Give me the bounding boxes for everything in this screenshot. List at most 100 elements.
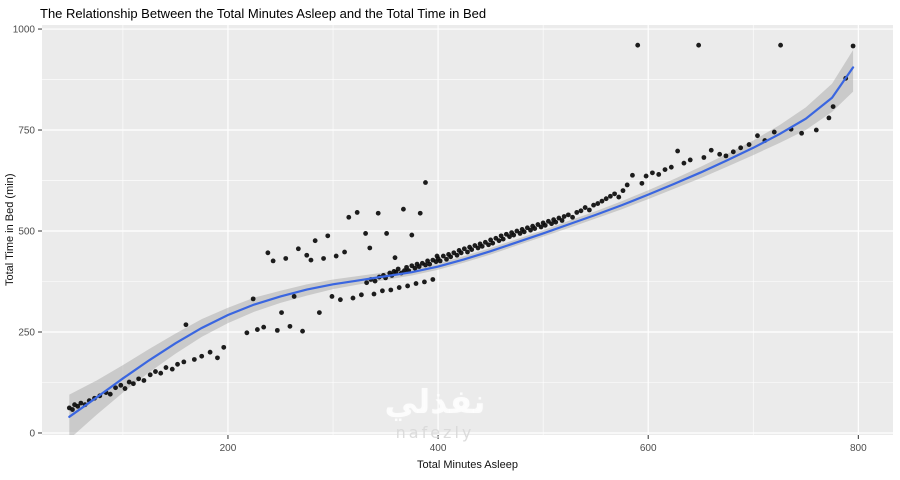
data-point [799,130,804,136]
data-point [778,42,783,48]
data-point [496,238,502,244]
data-point [395,266,401,272]
data-point [850,43,856,49]
data-point [122,386,128,391]
x-tick-label: 600 [640,443,657,454]
data-point [730,149,736,155]
data-point [500,236,506,242]
data-point [405,283,411,289]
data-point [454,252,460,258]
data-point [333,253,339,259]
data-point [630,172,635,178]
data-point [312,238,318,244]
data-point [169,366,175,372]
data-point [283,256,289,261]
data-point [490,240,496,246]
data-point [388,287,394,293]
data-point [681,160,687,166]
data-point [153,369,158,374]
data-point [183,322,189,328]
data-point [265,250,271,256]
data-point [635,42,641,48]
data-point [479,243,485,249]
data-point [304,252,310,258]
data-point [582,205,588,210]
data-point [717,151,723,157]
data-point [444,256,449,262]
data-point [363,231,368,236]
data-point [586,207,592,213]
data-point [430,277,436,282]
data-point [346,214,352,220]
data-point [620,188,626,194]
data-point [591,202,596,208]
data-point [542,222,548,228]
data-point [708,147,714,153]
data-point [380,288,385,294]
data-point [175,361,180,367]
data-point [158,370,164,376]
data-point [440,253,446,259]
data-point [163,365,169,370]
data-point [300,328,305,334]
data-point [437,258,443,264]
data-point [191,357,197,362]
data-point [507,234,512,240]
data-point [221,344,227,350]
data-point [287,323,293,329]
data-point [813,127,819,133]
data-point [215,355,220,361]
data-point [461,246,467,252]
data-point [616,194,622,200]
data-point [291,294,297,299]
data-point [675,148,681,154]
data-point [643,173,649,179]
data-point [624,182,630,188]
data-point [696,42,702,48]
data-point [350,295,356,301]
data-point [274,327,280,333]
data-point [392,255,398,261]
data-point [295,246,301,252]
data-point [570,214,575,220]
data-point [561,214,567,219]
data-point [755,133,760,139]
data-point [78,400,84,406]
data-point [465,249,470,255]
plot-panel [42,25,893,435]
data-point [358,292,364,298]
data-point [662,167,668,173]
data-point [316,310,322,316]
data-point [70,407,75,412]
data-point [475,245,481,251]
data-point [321,256,326,261]
data-point [578,208,584,214]
data-point [107,391,113,397]
data-point [448,254,454,260]
data-point [354,210,360,215]
chart-title: The Relationship Between the Total Minut… [40,6,487,21]
y-tick-label: 500 [18,227,35,238]
data-point [342,249,347,255]
data-point [595,201,601,206]
data-point [279,310,284,316]
y-tick-label: 750 [18,126,35,137]
data-point [412,265,418,271]
data-point [199,353,205,359]
y-tick-label: 0 [29,428,35,439]
data-point [396,285,402,290]
data-point [553,219,559,225]
y-tick-label: 1000 [13,25,36,36]
y-tick-label: 250 [18,327,35,338]
data-point [746,142,752,147]
data-point [565,212,571,218]
data-point [603,196,609,202]
data-point [329,294,335,299]
data-point [401,206,406,212]
data-point [656,172,662,177]
data-point [738,145,744,151]
data-point [826,115,832,121]
data-point [422,279,427,285]
data-point [612,191,617,197]
